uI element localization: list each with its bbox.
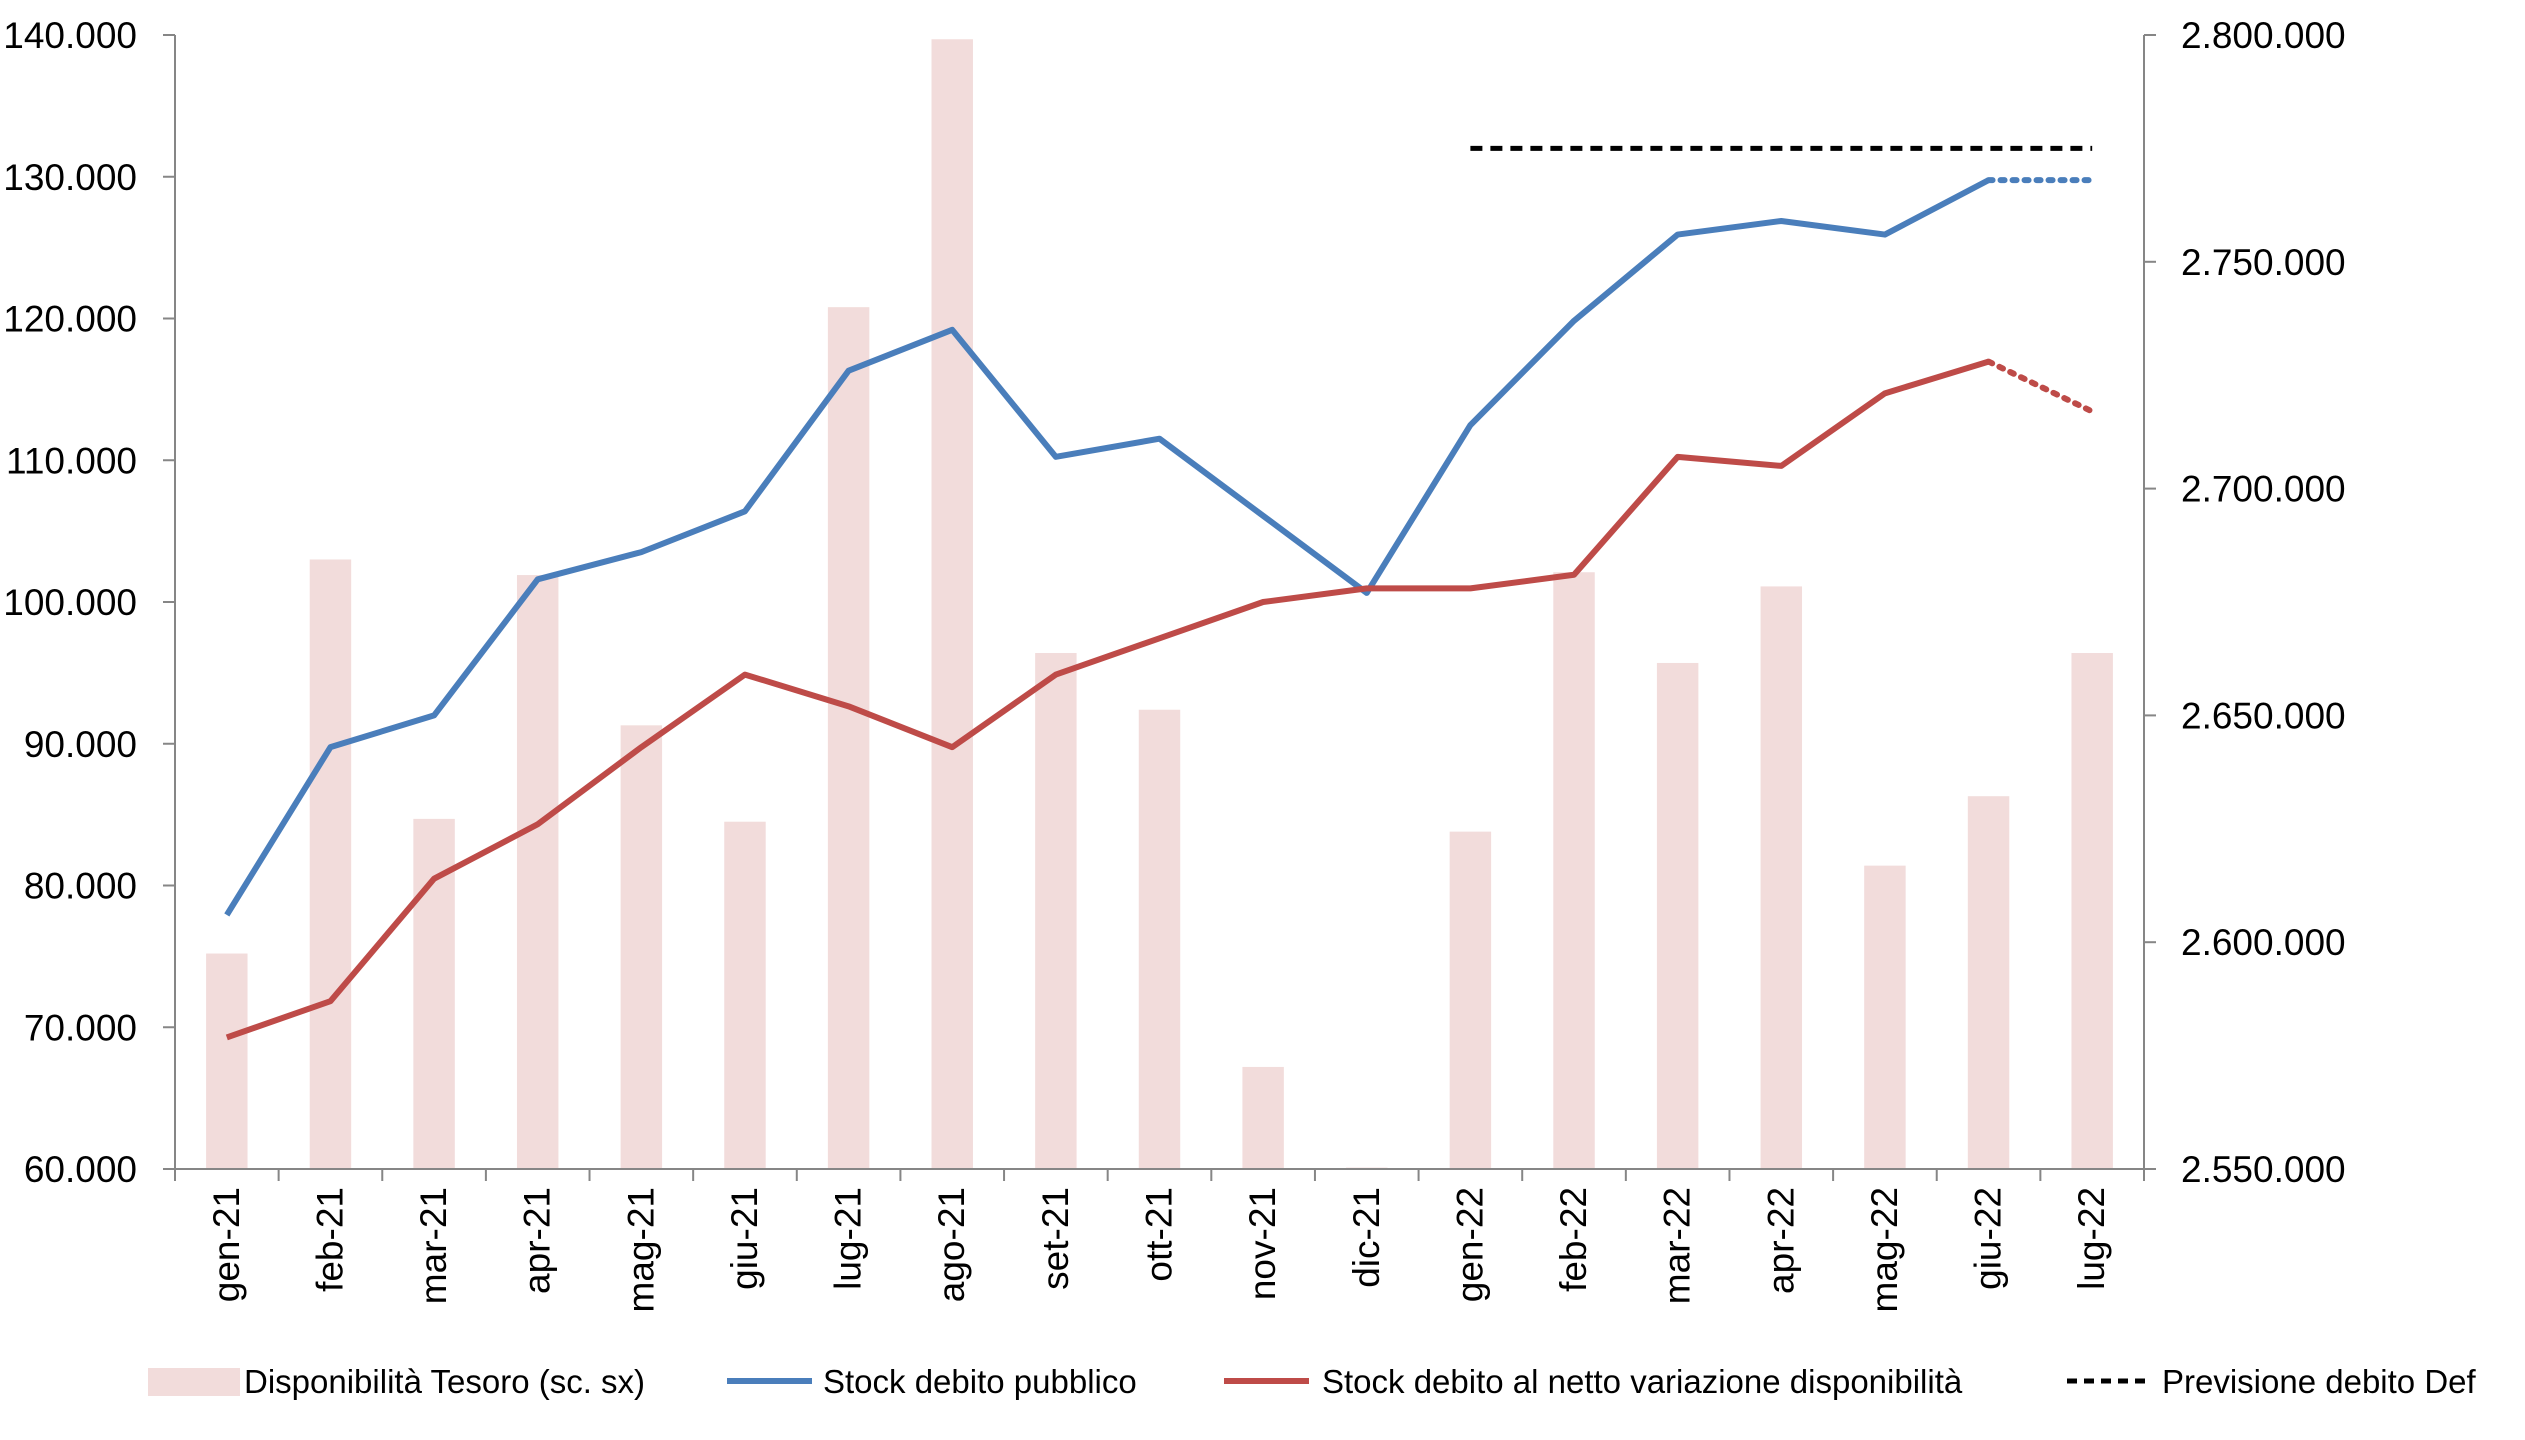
legend-item-disponibilita: Disponibilità Tesoro (sc. sx) — [148, 1363, 645, 1400]
bar-feb-21 — [309, 559, 352, 1169]
x-tick-label: set-21 — [1035, 1187, 1076, 1290]
bar-gen-22 — [1449, 831, 1492, 1169]
x-tick-label: ott-21 — [1139, 1187, 1180, 1282]
legend-label-previsione: Previsione debito Def — [2162, 1363, 2477, 1400]
line-stock-debito — [224, 177, 1990, 917]
left-tick-label: 120.000 — [3, 299, 137, 340]
x-tick-label: mag-21 — [620, 1187, 661, 1312]
legend-item-stock-netto: Stock debito al netto variazione disponi… — [1224, 1363, 1963, 1400]
right-tick-label: 2.750.000 — [2181, 242, 2346, 283]
left-tick-label: 80.000 — [24, 866, 137, 907]
bar-lug-22 — [2071, 653, 2113, 1169]
x-tick-label: lug-21 — [828, 1187, 869, 1290]
legend-label-stock-debito: Stock debito pubblico — [823, 1363, 1137, 1400]
x-tick-label: feb-22 — [1553, 1187, 1594, 1292]
x-tick-label: nov-21 — [1242, 1187, 1283, 1300]
left-tick-label: 100.000 — [3, 582, 137, 623]
bar-nov-21 — [1242, 1066, 1284, 1169]
bar-lug-21 — [827, 307, 870, 1169]
x-tick-label: gen-21 — [206, 1187, 247, 1302]
bar-giu-22 — [1967, 796, 2010, 1169]
x-tick-label: mar-22 — [1657, 1187, 1698, 1304]
left-tick-label: 70.000 — [24, 1007, 137, 1048]
x-tick-label: apr-21 — [517, 1187, 558, 1294]
bar-gen-21 — [206, 953, 248, 1169]
projection-stock-netto — [1985, 358, 2096, 415]
legend-item-previsione: Previsione debito Def — [2067, 1363, 2477, 1400]
bar-apr-21 — [516, 575, 559, 1169]
bar-set-21 — [1035, 653, 1077, 1169]
x-tick-label: feb-21 — [309, 1187, 350, 1292]
bar-apr-22 — [1760, 586, 1803, 1169]
bar-giu-21 — [724, 821, 766, 1169]
x-tick-label: mag-22 — [1864, 1187, 1905, 1312]
x-tick-label: giu-22 — [1968, 1187, 2009, 1290]
bar-mar-22 — [1656, 662, 1699, 1169]
bars-layer — [206, 39, 2113, 1170]
right-tick-label: 2.650.000 — [2181, 695, 2346, 736]
bar-ago-21 — [931, 39, 973, 1170]
right-tick-label: 2.550.000 — [2181, 1149, 2346, 1190]
legend: Disponibilità Tesoro (sc. sx) Stock debi… — [148, 1363, 2477, 1400]
x-tick-label: gen-22 — [1449, 1187, 1490, 1302]
right-tick-label: 2.800.000 — [2181, 15, 2346, 56]
left-axis-ticks: 60.000 70.000 80.000 90.000 100.000 110.000 12… — [3, 15, 175, 1190]
left-tick-label: 130.000 — [3, 157, 137, 198]
bar-mag-22 — [1864, 865, 1906, 1169]
bar-feb-22 — [1553, 572, 1595, 1169]
x-tick-label: apr-22 — [1760, 1187, 1801, 1294]
left-tick-label: 140.000 — [3, 15, 137, 56]
x-tick-label: ago-21 — [931, 1187, 972, 1302]
x-tick-label: lug-22 — [2071, 1187, 2112, 1290]
left-tick-label: 110.000 — [6, 440, 137, 481]
line-stock-netto — [225, 358, 1990, 1041]
legend-swatch-disponibilita — [148, 1368, 240, 1396]
right-tick-label: 2.700.000 — [2181, 469, 2346, 510]
bar-ott-21 — [1138, 709, 1181, 1169]
x-tick-label: mar-21 — [413, 1187, 454, 1304]
bar-mag-21 — [620, 725, 663, 1169]
x-axis-ticks: gen-21 feb-21 mar-21 apr-21 mag-21 giu-21 lug-… — [174, 1169, 2145, 1312]
left-tick-label: 60.000 — [24, 1149, 137, 1190]
lines-layer — [224, 145, 2096, 1041]
legend-label-stock-netto: Stock debito al netto variazione disponi… — [1322, 1363, 1963, 1400]
left-tick-label: 90.000 — [24, 724, 137, 765]
x-tick-label: giu-21 — [724, 1187, 765, 1290]
right-tick-label: 2.600.000 — [2181, 922, 2346, 963]
x-tick-label: dic-21 — [1346, 1187, 1387, 1288]
legend-label-disponibilita: Disponibilità Tesoro (sc. sx) — [244, 1363, 645, 1400]
legend-item-stock-debito: Stock debito pubblico — [727, 1363, 1137, 1400]
right-axis-ticks: 2.550.000 2.600.000 2.650.000 2.700.000 2.75… — [2144, 15, 2346, 1190]
